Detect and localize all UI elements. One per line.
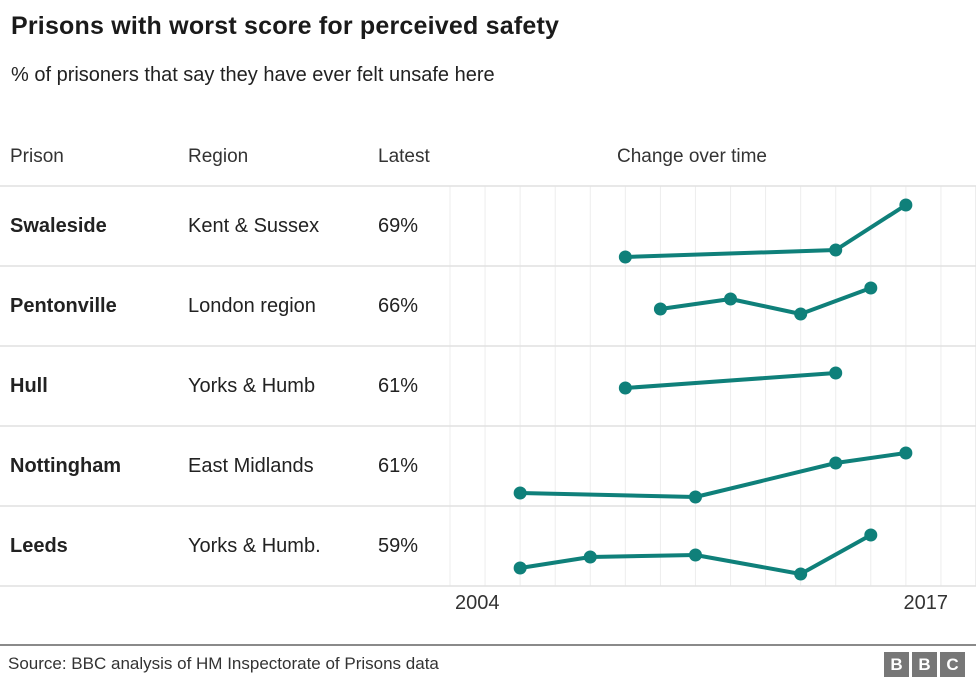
change-over-time-sparklines bbox=[0, 185, 976, 587]
latest-value: 61% bbox=[378, 375, 419, 397]
prison-name: Pentonville bbox=[10, 295, 117, 317]
x-axis-label-end: 2017 bbox=[903, 592, 949, 614]
prison-name: Hull bbox=[10, 375, 48, 397]
region-value: Yorks & Humb. bbox=[188, 535, 321, 557]
bbc-logo-block: B bbox=[912, 652, 937, 677]
data-point bbox=[724, 292, 738, 306]
table-row: Nottingham East Midlands 61% bbox=[0, 426, 448, 506]
bbc-logo-block: B bbox=[884, 652, 909, 677]
data-point bbox=[688, 548, 702, 562]
data-point bbox=[794, 567, 808, 581]
data-point bbox=[583, 550, 597, 564]
data-point bbox=[829, 366, 843, 380]
latest-value: 69% bbox=[378, 215, 419, 237]
data-point bbox=[864, 528, 878, 542]
data-point bbox=[899, 198, 913, 212]
data-point bbox=[794, 307, 808, 321]
prison-name: Swaleside bbox=[10, 215, 107, 237]
page-title: Prisons with worst score for perceived s… bbox=[11, 12, 560, 40]
data-point bbox=[899, 446, 913, 460]
footer-divider bbox=[0, 644, 976, 646]
latest-value: 66% bbox=[378, 295, 419, 317]
region-value: Yorks & Humb bbox=[188, 375, 316, 397]
column-header-prison: Prison bbox=[10, 146, 64, 167]
data-point bbox=[829, 243, 843, 257]
data-point bbox=[653, 302, 667, 316]
data-point bbox=[513, 561, 527, 575]
column-header-latest: Latest bbox=[378, 146, 430, 167]
data-point bbox=[829, 456, 843, 470]
bbc-logo: B B C bbox=[884, 652, 965, 677]
table-row: Swaleside Kent & Sussex 69% bbox=[0, 186, 448, 266]
sparkline-nottingham bbox=[518, 451, 908, 499]
region-value: East Midlands bbox=[188, 455, 314, 477]
prison-name: Leeds bbox=[10, 535, 68, 557]
data-point bbox=[618, 381, 632, 395]
table-row: Pentonville London region 66% bbox=[0, 266, 448, 346]
data-point bbox=[618, 250, 632, 264]
latest-value: 61% bbox=[378, 455, 419, 477]
data-point bbox=[513, 486, 527, 500]
sparkline-hull bbox=[623, 371, 838, 390]
chart-subtitle: % of prisoners that say they have ever f… bbox=[11, 64, 495, 86]
region-value: London region bbox=[188, 295, 316, 317]
column-header-change-over-time: Change over time bbox=[617, 146, 767, 167]
bbc-logo-block: C bbox=[940, 652, 965, 677]
table-row: Hull Yorks & Humb 61% bbox=[0, 346, 448, 426]
latest-value: 59% bbox=[378, 535, 419, 557]
source-attribution: Source: BBC analysis of HM Inspectorate … bbox=[8, 654, 439, 673]
column-header-region: Region bbox=[188, 146, 249, 167]
data-point bbox=[688, 490, 702, 504]
region-value: Kent & Sussex bbox=[188, 215, 320, 237]
table-row: Leeds Yorks & Humb. 59% bbox=[0, 506, 448, 586]
prison-name: Nottingham bbox=[10, 455, 122, 477]
x-axis-label-start: 2004 bbox=[455, 592, 500, 614]
data-point bbox=[864, 281, 878, 295]
sparkline-pentonville bbox=[658, 286, 873, 316]
